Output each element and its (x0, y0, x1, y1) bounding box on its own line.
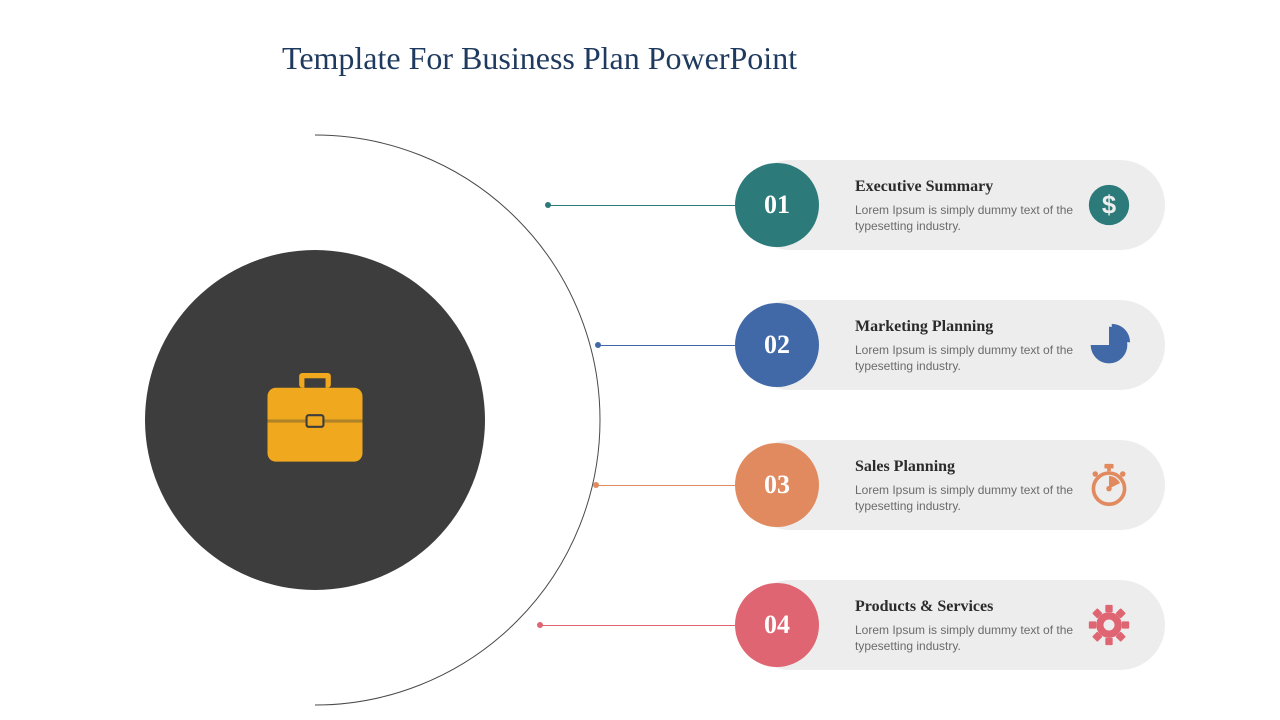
number-badge: 02 (735, 303, 819, 387)
number-badge: 01 (735, 163, 819, 247)
number-label: 03 (764, 470, 790, 500)
connector-dot (595, 342, 601, 348)
item-text: Executive Summary Lorem Ipsum is simply d… (855, 178, 1095, 234)
pie-icon (1087, 323, 1131, 367)
main-circle (145, 250, 485, 590)
number-badge: 03 (735, 443, 819, 527)
svg-text:$: $ (1102, 191, 1116, 219)
item-desc: Lorem Ipsum is simply dummy text of the … (855, 482, 1095, 514)
item-desc: Lorem Ipsum is simply dummy text of the … (855, 202, 1095, 234)
connector-dot (545, 202, 551, 208)
connector-dot (593, 482, 599, 488)
dollar-icon: $ (1087, 183, 1131, 227)
item-desc: Lorem Ipsum is simply dummy text of the … (855, 622, 1095, 654)
item-desc: Lorem Ipsum is simply dummy text of the … (855, 342, 1095, 374)
item-title: Products & Services (855, 598, 1095, 616)
connector-line (548, 205, 735, 206)
item-text: Products & Services Lorem Ipsum is simply… (855, 598, 1095, 654)
connector-line (540, 625, 735, 626)
connector-line (596, 485, 735, 486)
slide-title: Template For Business Plan PowerPoint (282, 40, 797, 77)
stopwatch-icon (1087, 463, 1131, 507)
connector-line (598, 345, 735, 346)
item-text: Marketing Planning Lorem Ipsum is simply … (855, 318, 1095, 374)
number-label: 04 (764, 610, 790, 640)
number-label: 01 (764, 190, 790, 220)
number-label: 02 (764, 330, 790, 360)
gear-icon (1087, 603, 1131, 647)
item-title: Marketing Planning (855, 318, 1095, 336)
briefcase-icon (260, 373, 370, 468)
slide: Template For Business Plan PowerPoint 01… (0, 0, 1280, 720)
item-text: Sales Planning Lorem Ipsum is simply dumm… (855, 458, 1095, 514)
item-title: Executive Summary (855, 178, 1095, 196)
item-title: Sales Planning (855, 458, 1095, 476)
connector-dot (537, 622, 543, 628)
number-badge: 04 (735, 583, 819, 667)
